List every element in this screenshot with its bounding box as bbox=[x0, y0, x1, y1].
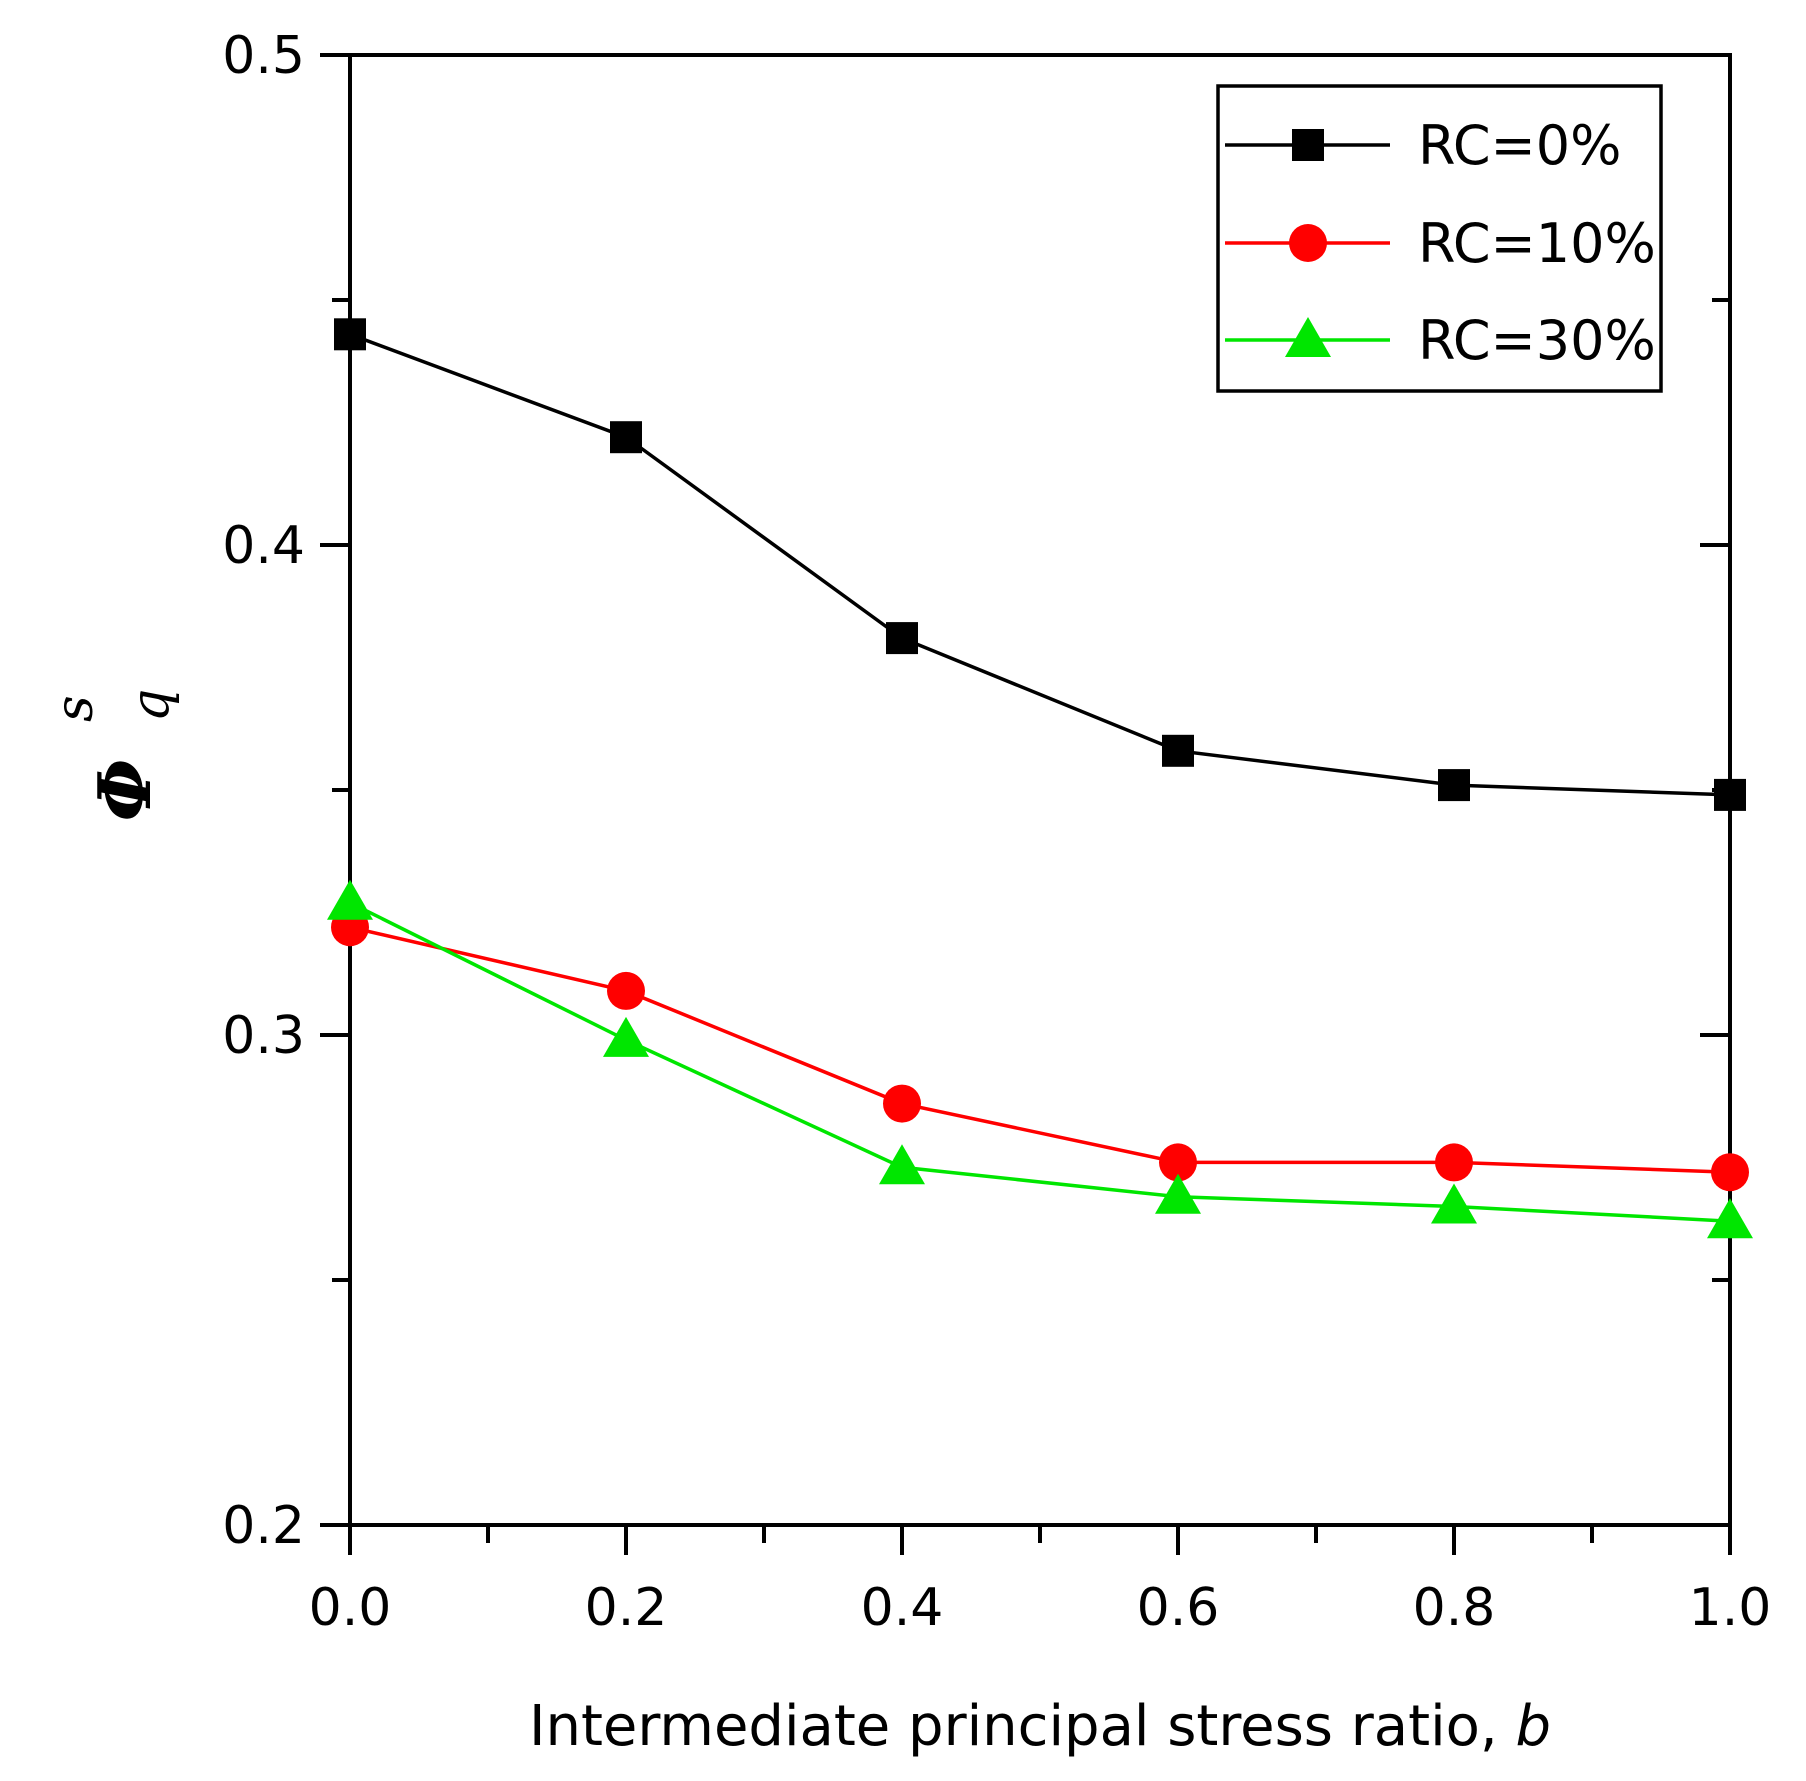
data-point-marker bbox=[334, 318, 366, 351]
series-2 bbox=[327, 879, 1753, 1239]
legend: RC=0% RC=10% RC=30% bbox=[1216, 84, 1663, 393]
y-tick-label: 0.4 bbox=[222, 516, 305, 576]
y-axis-title-subscript: q bbox=[121, 689, 181, 722]
legend-label: RC=30% bbox=[1418, 309, 1656, 372]
data-point-marker bbox=[1431, 1183, 1477, 1224]
x-axis-title-variable: b bbox=[1516, 1694, 1552, 1759]
data-point-marker bbox=[610, 421, 642, 454]
legend-entries: RC=0% RC=10% RC=30% bbox=[1225, 114, 1656, 372]
legend-entry: RC=30% bbox=[1225, 309, 1656, 372]
data-point-marker bbox=[1155, 1173, 1201, 1214]
x-tick-label: 0.4 bbox=[861, 1578, 944, 1638]
x-tick-label: 1.0 bbox=[1689, 1578, 1772, 1638]
data-point-marker bbox=[886, 622, 918, 655]
legend-label: RC=10% bbox=[1418, 212, 1656, 275]
series-1 bbox=[331, 908, 1749, 1192]
series-line bbox=[349, 332, 1731, 797]
y-axis-title: Φ s q bbox=[45, 689, 181, 822]
legend-marker bbox=[1289, 224, 1327, 262]
y-tick-label: 0.5 bbox=[222, 26, 305, 86]
data-point-marker bbox=[1159, 1143, 1197, 1182]
data-point-marker bbox=[1438, 769, 1470, 802]
legend-entry: RC=0% bbox=[1225, 114, 1621, 177]
data-point-marker bbox=[1711, 1153, 1749, 1192]
x-tick-label: 0.6 bbox=[1137, 1578, 1220, 1638]
series-0 bbox=[334, 318, 1746, 811]
legend-label: RC=0% bbox=[1418, 114, 1621, 177]
series-line bbox=[349, 901, 1731, 1223]
x-tick-label: 0.0 bbox=[309, 1578, 392, 1638]
data-point-marker bbox=[1714, 778, 1746, 811]
y-axis-title-superscript: s bbox=[45, 695, 105, 722]
x-axis-ticks: 0.0 0.2 0.4 0.6 0.8 1.0 bbox=[309, 1525, 1772, 1638]
data-point-marker bbox=[607, 971, 645, 1010]
data-point-marker bbox=[603, 1016, 649, 1057]
y-tick-label: 0.2 bbox=[222, 1496, 305, 1556]
legend-marker bbox=[1292, 129, 1324, 161]
data-point-marker bbox=[327, 879, 373, 920]
legend-entry: RC=10% bbox=[1225, 212, 1656, 275]
data-point-marker bbox=[883, 1084, 921, 1123]
data-point-marker bbox=[879, 1144, 925, 1185]
data-point-marker bbox=[1707, 1198, 1753, 1239]
data-point-marker bbox=[1162, 734, 1194, 767]
y-tick-label: 0.3 bbox=[222, 1006, 305, 1066]
x-axis-title-text: Intermediate principal stress ratio, bbox=[529, 1694, 1516, 1759]
x-axis-title: Intermediate principal stress ratio, b bbox=[529, 1694, 1551, 1759]
data-point-marker bbox=[1435, 1143, 1473, 1182]
y-axis-title-symbol: Φ bbox=[82, 759, 167, 822]
series-layer bbox=[327, 318, 1753, 1239]
series-line bbox=[349, 925, 1731, 1174]
legend-marker bbox=[1285, 317, 1331, 357]
x-tick-label: 0.8 bbox=[1413, 1578, 1496, 1638]
x-tick-label: 0.2 bbox=[585, 1578, 668, 1638]
y-axis-ticks: 0.2 0.3 0.4 0.5 bbox=[222, 26, 1730, 1556]
